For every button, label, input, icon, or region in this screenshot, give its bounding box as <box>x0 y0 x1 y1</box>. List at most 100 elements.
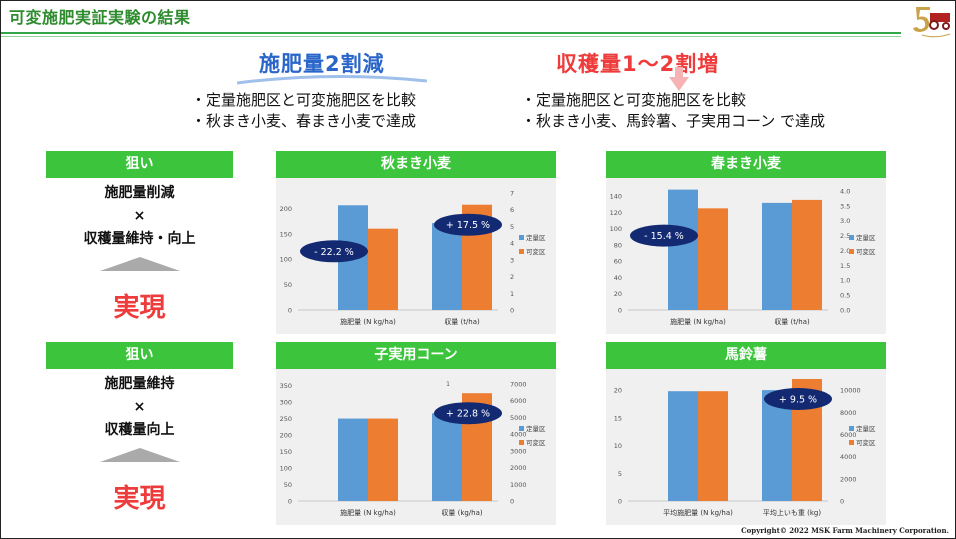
up-arrow-icon <box>100 448 180 462</box>
legend-swatch <box>849 235 854 240</box>
title-underline-thin <box>1 36 901 37</box>
legend-label: 定量区 <box>526 424 546 433</box>
y2-tick-label: 10000 <box>840 387 861 395</box>
legend-label: 可変区 <box>856 438 876 447</box>
headline-yield: 収穫量1～2割増 <box>556 52 720 76</box>
y-tick-label: 50 <box>284 481 292 489</box>
legend-label: 可変区 <box>856 247 876 256</box>
y2-tick-label: 3 <box>510 256 514 264</box>
aim-text: 施肥量維持 × 収穫量向上 <box>46 373 233 442</box>
headline-swoosh-blue <box>237 74 427 85</box>
y-tick-label: 250 <box>280 415 292 423</box>
aim-line: × <box>133 399 146 415</box>
y2-tick-label: 0.5 <box>840 292 850 300</box>
percent-badge <box>630 224 698 247</box>
y-tick-label: 60 <box>614 258 622 266</box>
y2-tick-label: 2.0 <box>840 247 850 255</box>
y-tick-label: 5 <box>618 470 622 478</box>
y-tick-label: 120 <box>610 209 622 217</box>
legend-swatch <box>849 440 854 445</box>
bar <box>698 391 728 501</box>
y2-tick-label: 2000 <box>510 464 527 472</box>
aim-text: 施肥量削減 × 収穫量維持・向上 <box>46 182 233 251</box>
result-text: 実現 <box>113 484 166 514</box>
aim-label: 狙い <box>46 151 233 178</box>
y-tick-label: 300 <box>280 399 292 407</box>
chart-panel-spring-wheat: 春まき小麦 0 20 40 60 80 100 120 140 0.0 0.5 1.0 1.5 2.0 2… <box>606 151 886 334</box>
y2-tick-label: 8000 <box>840 409 857 417</box>
bullets-right: 定量施肥区と可変施肥区を比較 秋まき小麦、馬鈴薯、子実用コーン で達成 <box>521 90 825 132</box>
y-tick-label: 0 <box>618 307 622 315</box>
x-tick-label: 施肥量 (N kg/ha) <box>340 508 396 517</box>
up-arrow-icon <box>100 257 180 271</box>
aim-line: 施肥量削減 <box>104 185 175 201</box>
y2-tick-label: 1.5 <box>840 262 850 270</box>
aim-line: 収穫量向上 <box>104 422 175 438</box>
y2-tick-label: 5 <box>510 223 514 231</box>
y-tick-label: 100 <box>280 465 292 473</box>
aim-line: 施肥量維持 <box>104 376 175 392</box>
percent-badge <box>434 402 502 425</box>
bar <box>368 418 398 501</box>
y2-tick-label: 1.0 <box>840 277 850 285</box>
y2-tick-label: 0 <box>840 498 844 506</box>
y2-tick-label: 1000 <box>510 481 527 489</box>
legend-swatch <box>519 426 524 431</box>
bullet-item: 秋まき小麦、春まき小麦で達成 <box>191 111 416 132</box>
bar <box>698 208 728 310</box>
bar <box>792 199 822 310</box>
y-tick-label: 100 <box>280 256 292 264</box>
percent-badge <box>300 240 368 263</box>
chart-corn: 0 50 100 150 200 250 300 350 0 1000 2000 3000 4000 50… <box>280 381 546 517</box>
chart-annotation: 1 <box>446 381 450 388</box>
y-tick-label: 50 <box>284 281 292 289</box>
percent-badge-label: + 22.8 % <box>446 409 490 420</box>
y-tick-label: 40 <box>614 274 622 282</box>
legend-swatch <box>519 440 524 445</box>
percent-badge <box>434 213 502 236</box>
legend-label: 定量区 <box>856 424 876 433</box>
y2-tick-label: 3.0 <box>840 217 850 225</box>
y-tick-label: 200 <box>280 205 292 213</box>
chart-title: 子実用コーン <box>276 342 556 369</box>
x-tick-label: 平均上いも重 (kg) <box>763 508 821 517</box>
percent-badge-label: + 17.5 % <box>446 220 490 231</box>
headline-fertilizer: 施肥量2割減 <box>259 52 385 76</box>
y2-tick-label: 0.0 <box>840 307 850 315</box>
chart-title: 春まき小麦 <box>606 151 886 178</box>
bar <box>668 189 698 310</box>
x-tick-label: 施肥量 (N kg/ha) <box>670 317 726 326</box>
y-tick-label: 20 <box>614 387 622 395</box>
y-tick-label: 140 <box>610 193 622 201</box>
chart-panel-autumn-wheat: 秋まき小麦 0 50 100 150 200 0 1 2 3 4 5 6 7 施肥量 (N kg/ha) 収… <box>276 151 556 334</box>
percent-badge-label: + 9.5 % <box>779 395 817 406</box>
bar <box>338 418 368 501</box>
y-tick-label: 15 <box>614 414 622 422</box>
y-tick-label: 350 <box>280 382 292 390</box>
y2-tick-label: 4000 <box>510 431 527 439</box>
bullet-item: 秋まき小麦、馬鈴薯、子実用コーン で達成 <box>521 111 825 132</box>
chart-title: 馬鈴薯 <box>606 342 886 369</box>
title-underline <box>1 32 901 34</box>
result-text: 実現 <box>113 293 166 323</box>
legend-label: 可変区 <box>526 247 546 256</box>
y-tick-label: 200 <box>280 432 292 440</box>
y2-tick-label: 7 <box>510 190 514 198</box>
legend-swatch <box>849 426 854 431</box>
y-tick-label: 0 <box>288 498 292 506</box>
legend-label: 可変区 <box>526 438 546 447</box>
legend-label: 定量区 <box>526 233 546 242</box>
aim-label: 狙い <box>46 342 233 369</box>
legend-label: 定量区 <box>856 233 876 242</box>
x-tick-label: 収量 (t/ha) <box>774 318 810 326</box>
x-tick-label: 収量 (t/ha) <box>444 318 480 326</box>
y-tick-label: 150 <box>280 448 292 456</box>
bullet-item: 定量施肥区と可変施肥区を比較 <box>521 90 825 111</box>
x-tick-label: 施肥量 (N kg/ha) <box>340 317 396 326</box>
headline-arrow-red <box>669 67 689 91</box>
bullet-item: 定量施肥区と可変施肥区を比較 <box>191 90 416 111</box>
y2-tick-label: 4.0 <box>840 187 850 195</box>
aim-line: 収穫量維持・向上 <box>83 231 196 247</box>
x-tick-label: 平均施肥量 (N kg/ha) <box>663 508 733 517</box>
